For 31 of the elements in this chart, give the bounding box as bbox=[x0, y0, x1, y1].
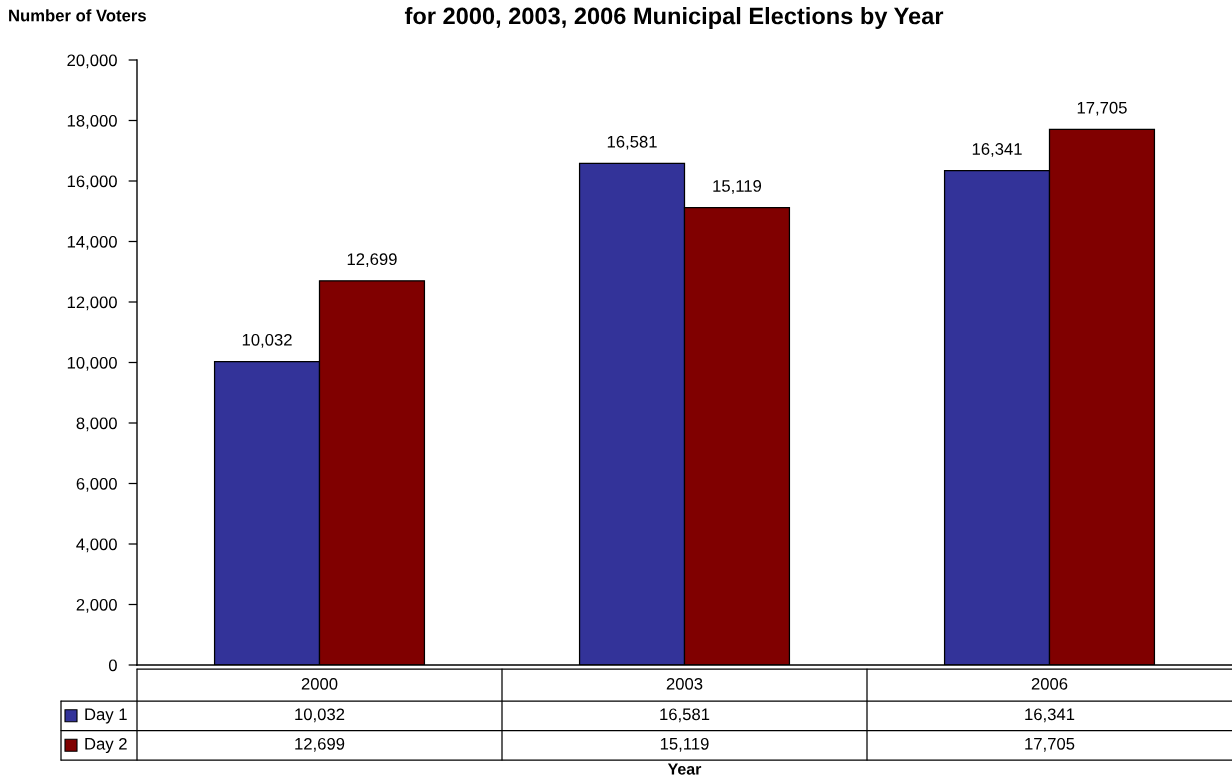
x-tick-label: 2006 bbox=[1031, 677, 1068, 690]
x-tick-label: 2000 bbox=[301, 677, 338, 690]
data-label: 16,581 bbox=[660, 708, 710, 723]
text: 17,705 bbox=[1077, 101, 1127, 116]
text: 16,581 bbox=[607, 135, 657, 150]
y-tick-label: 20,000 bbox=[67, 54, 117, 69]
y-tick-label: 6,000 bbox=[76, 477, 117, 492]
y-tick-label: 10,000 bbox=[67, 356, 117, 371]
y-tick-label: 8,000 bbox=[76, 417, 117, 432]
y-tick-label: 2,000 bbox=[76, 598, 117, 613]
x-tick-label: 2003 bbox=[666, 677, 703, 690]
legend-label: Day 1 bbox=[85, 708, 127, 724]
y-tick-label: 14,000 bbox=[67, 235, 117, 250]
data-label: 17,705 bbox=[1025, 737, 1075, 752]
text: 10,032 bbox=[242, 333, 292, 348]
data-label: 16,341 bbox=[1025, 708, 1075, 723]
text: 15,119 bbox=[713, 180, 762, 194]
x-axis-title: Year bbox=[667, 763, 702, 775]
data-label: 10,032 bbox=[295, 708, 345, 723]
y-tick-label: 16,000 bbox=[67, 175, 117, 190]
text: 12,699 bbox=[347, 253, 397, 268]
y-tick-label: 18,000 bbox=[67, 114, 117, 129]
data-label: 15,119 bbox=[660, 737, 709, 752]
chart-title: for 2000, 2003, 2006 Municipal Elections by Year bbox=[404, 7, 944, 30]
y-tick-label: 4,000 bbox=[76, 538, 117, 553]
y-axis-title: Number of Voters bbox=[9, 9, 146, 22]
y-tick-label: 0 bbox=[108, 659, 117, 672]
text: 16,341 bbox=[972, 143, 1022, 157]
legend-label: Day 2 bbox=[85, 737, 127, 754]
data-label: 12,699 bbox=[295, 737, 345, 752]
y-tick-label: 12,000 bbox=[67, 296, 117, 311]
